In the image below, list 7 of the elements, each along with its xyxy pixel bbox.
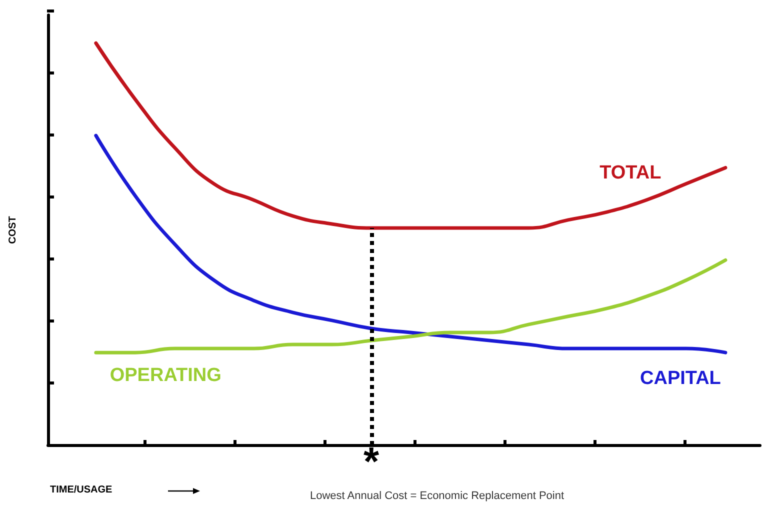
- series-label: TOTAL: [600, 162, 662, 184]
- y-axis-title: COST: [8, 216, 18, 244]
- x-axis-title: TIME/USAGE: [50, 484, 113, 496]
- series-label: CAPITAL: [640, 368, 722, 390]
- series-label: OPERATING: [110, 365, 222, 386]
- text: Lowest Annual Cost = Economic Replacement Point: [310, 490, 564, 502]
- annotation: *: [364, 440, 380, 484]
